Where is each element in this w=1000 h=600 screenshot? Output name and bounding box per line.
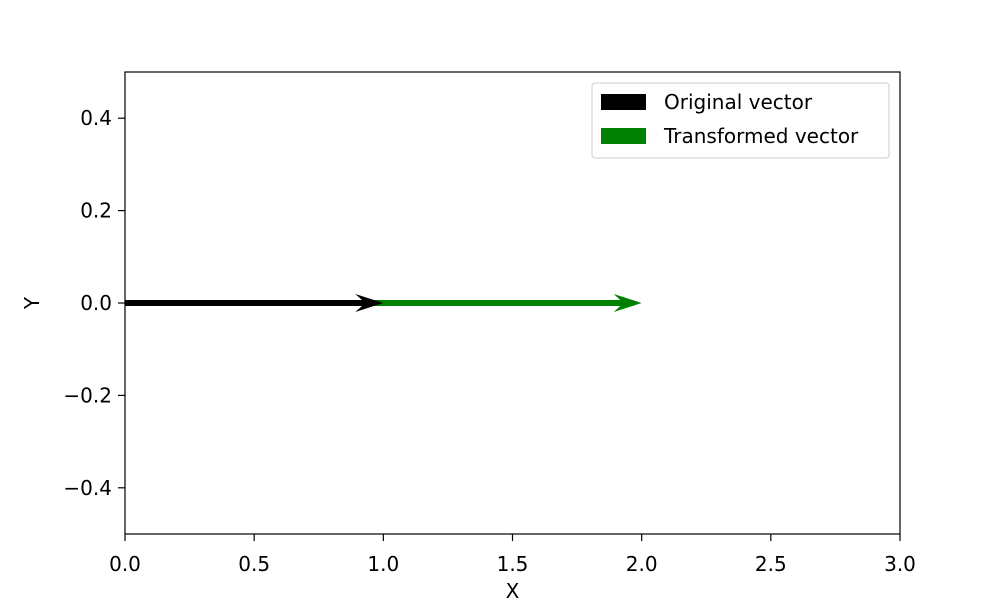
legend-entry-original: Original vector xyxy=(601,90,813,114)
y-tick-label: −0.2 xyxy=(63,383,112,407)
x-tick-label: 0.0 xyxy=(109,552,141,576)
y-tick: 0.4 xyxy=(80,106,125,130)
vector-arrowhead xyxy=(613,294,642,312)
x-tick: 1.5 xyxy=(497,534,529,576)
legend-label-original: Original vector xyxy=(664,90,813,114)
y-axis-label: Y xyxy=(20,296,44,310)
legend-swatch-original xyxy=(601,94,646,110)
y-tick: 0.0 xyxy=(80,291,125,315)
x-tick-label: 1.0 xyxy=(367,552,399,576)
x-axis: 0.0 0.5 1.0 1.5 2.0 2.5 3.0 xyxy=(109,534,916,576)
y-tick-label: −0.4 xyxy=(63,476,112,500)
x-tick: 2.5 xyxy=(755,534,787,576)
legend-label-transformed: Transformed vector xyxy=(663,124,859,148)
x-tick: 0.5 xyxy=(238,534,270,576)
x-tick-label: 2.0 xyxy=(626,552,658,576)
x-tick: 3.0 xyxy=(884,534,916,576)
x-tick: 2.0 xyxy=(626,534,658,576)
x-tick-label: 0.5 xyxy=(238,552,270,576)
x-tick-label: 1.5 xyxy=(497,552,529,576)
x-tick-label: 2.5 xyxy=(755,552,787,576)
vector-layer xyxy=(125,294,642,312)
x-tick: 0.0 xyxy=(109,534,141,576)
y-tick: −0.2 xyxy=(63,383,125,407)
x-axis-label: X xyxy=(506,579,520,600)
y-axis: 0.4 0.2 0.0 −0.2 −0.4 xyxy=(63,106,125,500)
legend-entry-transformed: Transformed vector xyxy=(601,124,859,148)
x-tick-label: 3.0 xyxy=(884,552,916,576)
legend-swatch-transformed xyxy=(601,128,646,144)
vector-shaft xyxy=(125,300,366,306)
x-tick: 1.0 xyxy=(367,534,399,576)
vector-arrowhead xyxy=(355,294,384,312)
y-tick: −0.4 xyxy=(63,476,125,500)
legend: Original vector Transformed vector xyxy=(591,82,890,159)
y-tick-label: 0.0 xyxy=(80,291,112,315)
y-tick-label: 0.4 xyxy=(80,106,112,130)
y-tick: 0.2 xyxy=(80,199,125,223)
legend-frame xyxy=(591,82,890,159)
y-tick-label: 0.2 xyxy=(80,199,112,223)
